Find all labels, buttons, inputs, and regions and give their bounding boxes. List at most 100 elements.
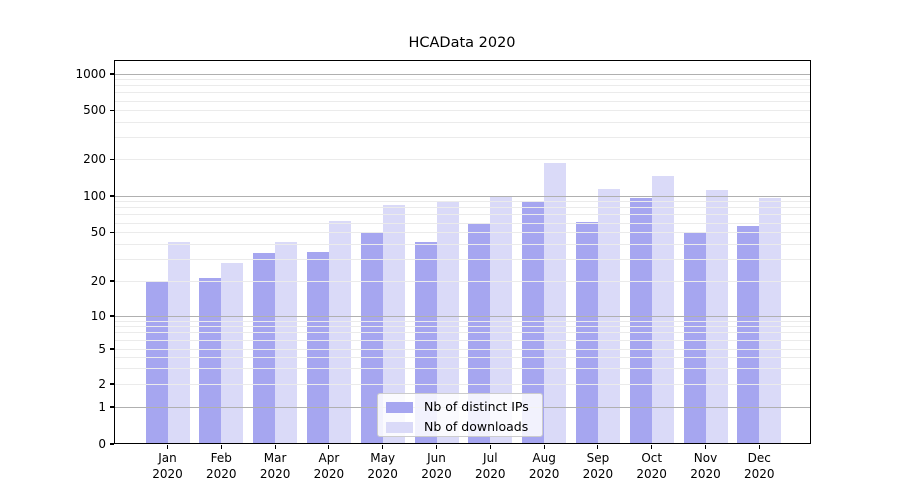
- y-tick-mark: [109, 348, 114, 350]
- bar-downloads: [544, 163, 567, 444]
- x-tick-mark: [489, 444, 491, 449]
- y-gridline-minor: [114, 85, 810, 87]
- y-tick-label: 500: [83, 103, 106, 118]
- y-tick-label: 2: [98, 376, 106, 391]
- x-tick-label-month: Jul: [483, 451, 498, 465]
- y-gridline-minor: [114, 280, 810, 282]
- x-tick-mark: [220, 444, 222, 449]
- y-gridline-minor: [114, 332, 810, 334]
- y-tick-mark: [109, 315, 114, 317]
- bar-distinct-ips: [522, 201, 545, 444]
- y-tick-label: 20: [90, 273, 106, 288]
- bar-downloads: [651, 175, 674, 444]
- y-gridline-major: [114, 73, 810, 75]
- legend-label: Nb of downloads: [424, 419, 529, 434]
- y-tick-label: 10: [90, 308, 106, 323]
- x-tick-label-month: Aug: [532, 451, 556, 465]
- x-tick-label-year: 2020: [475, 467, 506, 481]
- y-tick-label: 100: [83, 188, 106, 203]
- bar-distinct-ips: [683, 231, 706, 444]
- legend-row: Nb of downloads: [378, 417, 542, 437]
- y-tick-label: 50: [90, 225, 106, 240]
- bar-distinct-ips: [199, 278, 222, 444]
- y-tick-label: 5: [98, 341, 106, 356]
- x-tick-label-month: Feb: [210, 451, 232, 465]
- legend-label: Nb of distinct IPs: [424, 399, 529, 414]
- x-tick-mark: [435, 444, 438, 449]
- x-tick-label-month: Apr: [318, 451, 340, 465]
- y-gridline-major: [114, 195, 810, 197]
- y-gridline-minor: [114, 214, 810, 216]
- y-gridline-minor: [114, 326, 810, 328]
- x-tick-mark: [166, 444, 169, 449]
- axes-frame: [113, 60, 811, 444]
- legend: Nb of distinct IPs Nb of downloads: [377, 393, 543, 437]
- bar-distinct-ips: [145, 281, 168, 444]
- bar-distinct-ips: [468, 223, 491, 444]
- x-tick-label-year: 2020: [421, 467, 452, 481]
- x-tick-mark: [758, 444, 760, 449]
- y-tick-mark: [109, 232, 114, 234]
- x-tick-mark: [274, 444, 276, 449]
- y-gridline-major: [114, 315, 810, 317]
- x-tick-label-year: 2020: [528, 467, 560, 481]
- bar-distinct-ips: [737, 225, 760, 444]
- y-tick-mark: [109, 110, 114, 112]
- x-tick-mark: [704, 444, 707, 449]
- legend-swatch-downloads: [386, 422, 413, 433]
- y-tick-mark: [109, 158, 114, 160]
- x-tick-label-month: Dec: [747, 451, 771, 465]
- y-gridline-minor: [114, 122, 810, 124]
- x-tick-mark: [382, 444, 384, 449]
- y-tick-mark: [109, 406, 114, 408]
- bar-downloads: [490, 196, 513, 444]
- x-tick-label-year: 2020: [744, 467, 775, 481]
- bar-distinct-ips: [360, 231, 383, 444]
- x-tick-label-month: Oct: [641, 451, 663, 465]
- y-gridline-minor: [114, 207, 810, 209]
- y-gridline-minor: [114, 339, 810, 341]
- x-tick-mark: [328, 444, 330, 449]
- y-gridline-minor: [114, 232, 810, 234]
- y-gridline-minor: [114, 243, 810, 245]
- y-tick-mark: [109, 195, 114, 197]
- x-tick-label-month: Jan: [158, 451, 177, 465]
- y-tick-label: 0: [98, 436, 106, 451]
- bar-downloads: [221, 263, 244, 444]
- x-tick-mark: [543, 444, 545, 449]
- x-tick-mark: [597, 444, 599, 449]
- x-tick-label-year: 2020: [690, 467, 721, 481]
- y-tick-mark: [109, 383, 114, 385]
- y-gridline-minor: [114, 320, 810, 322]
- x-tick-label-year: 2020: [636, 467, 667, 481]
- x-tick-label-month: May: [370, 451, 396, 465]
- x-tick-label-year: 2020: [152, 467, 183, 481]
- x-tick-label-year: 2020: [313, 467, 345, 481]
- legend-swatch-distinct-ips: [386, 402, 413, 413]
- x-tick-label-month: Mar: [263, 451, 287, 465]
- y-tick-mark: [109, 73, 114, 75]
- y-gridline-minor: [114, 79, 810, 81]
- y-gridline-minor: [114, 100, 810, 102]
- legend-row: Nb of distinct IPs: [378, 397, 542, 417]
- x-tick-label-year: 2020: [582, 467, 614, 481]
- y-tick-mark: [109, 443, 114, 445]
- x-tick-label-month: Jun: [427, 451, 446, 465]
- y-tick-mark: [109, 280, 114, 282]
- y-gridline-minor: [114, 259, 810, 261]
- x-tick-label-year: 2020: [259, 467, 291, 481]
- y-gridline-minor: [114, 110, 810, 112]
- y-gridline-minor: [114, 222, 810, 224]
- x-tick-label-year: 2020: [367, 467, 398, 481]
- y-tick-label: 1000: [75, 66, 106, 81]
- bar-downloads: [167, 241, 190, 444]
- bar-distinct-ips: [306, 251, 329, 444]
- y-gridline-minor: [114, 201, 810, 203]
- bar-downloads: [705, 189, 728, 444]
- y-gridline-minor: [114, 357, 810, 359]
- y-tick-label: 1: [98, 399, 106, 414]
- bar-downloads: [597, 189, 620, 444]
- x-tick-label-month: Nov: [693, 451, 718, 465]
- x-tick-label-year: 2020: [206, 467, 237, 481]
